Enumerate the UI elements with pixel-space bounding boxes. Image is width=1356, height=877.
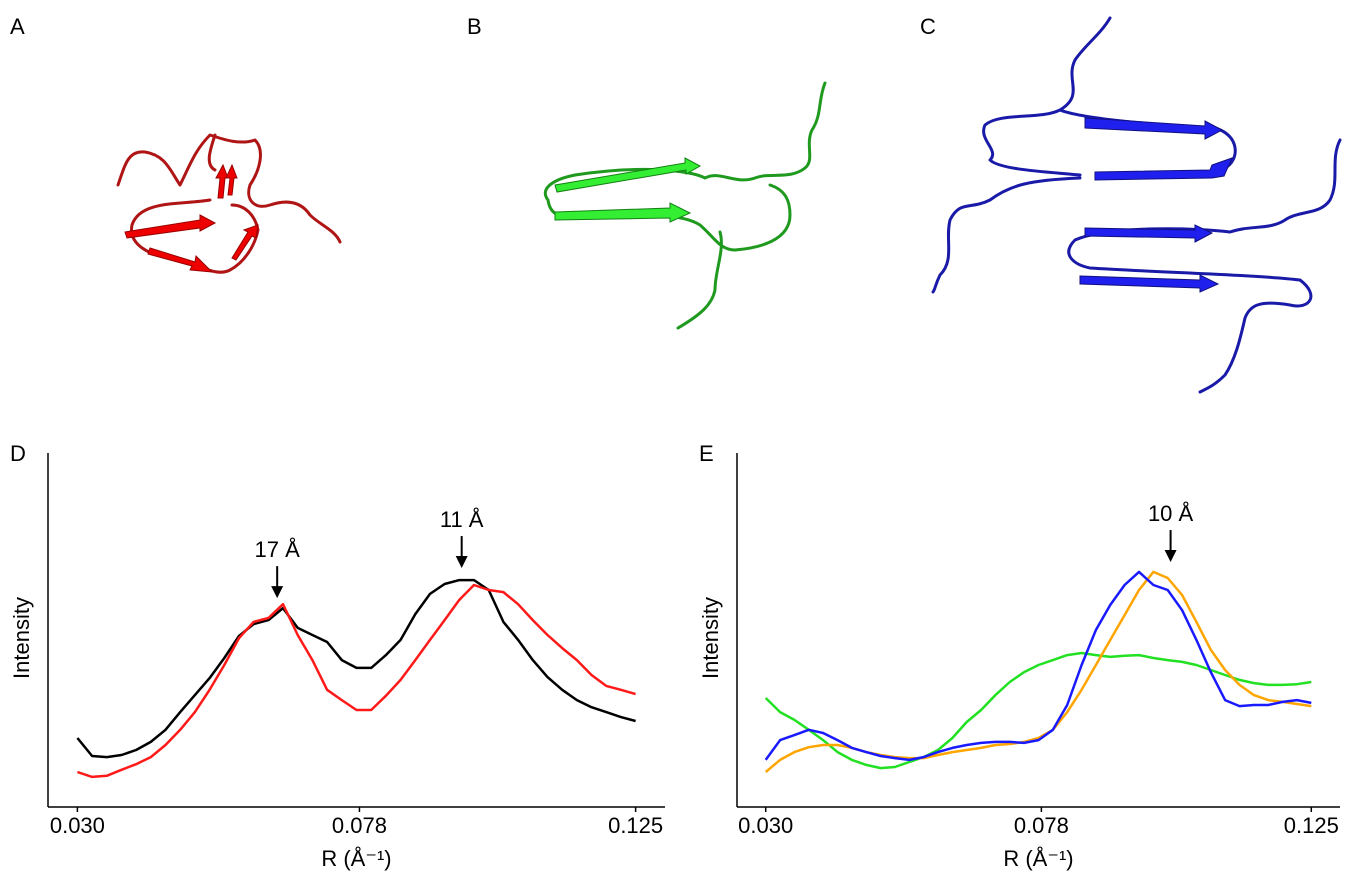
annotation-arrowhead: [271, 586, 284, 599]
structure-b: [543, 81, 827, 330]
x-tick-label: 0.125: [608, 813, 663, 838]
x-tick-label: 0.030: [738, 813, 793, 838]
data-line: [77, 583, 636, 779]
data-line: [764, 570, 1312, 773]
panel-label: C: [920, 14, 936, 39]
panel-label: D: [10, 441, 26, 466]
x-axis-label: R (Å⁻¹): [1003, 846, 1073, 871]
structure-a: [116, 133, 342, 274]
data-line: [764, 570, 1312, 762]
data-line: [76, 578, 636, 759]
annotation-text: 10 Å: [1148, 501, 1194, 526]
structure-c: [931, 16, 1342, 394]
x-tick-label: 0.030: [50, 813, 105, 838]
data-line: [764, 651, 1312, 770]
annotation-text: 17 Å: [255, 537, 301, 562]
panel-label: E: [699, 441, 714, 466]
annotation-arrowhead: [1164, 550, 1177, 563]
x-tick-label: 0.125: [1284, 813, 1339, 838]
annotation-arrowhead: [455, 556, 468, 569]
y-axis-label: Intensity: [9, 597, 34, 679]
panel-label: A: [10, 14, 25, 39]
x-tick-label: 0.078: [1014, 813, 1069, 838]
x-tick-label: 0.078: [332, 813, 387, 838]
annotation-text: 11 Å: [440, 507, 484, 532]
y-axis-label: Intensity: [698, 597, 723, 679]
x-axis-label: R (Å⁻¹): [321, 846, 391, 871]
panel-label: B: [467, 14, 482, 39]
